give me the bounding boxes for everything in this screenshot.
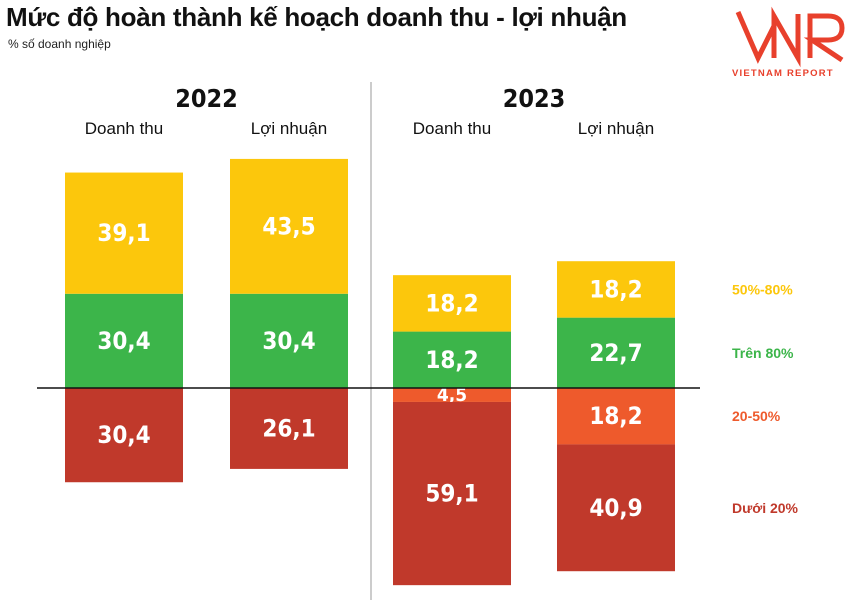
legend-item: 20-50% [732, 408, 781, 424]
svg-text:VIETNAM REPORT: VIETNAM REPORT [732, 68, 834, 79]
bar-segment [230, 388, 348, 469]
bar-segment [557, 388, 675, 445]
chart-subtitle: % số doanh nghiệp [8, 37, 111, 51]
bar-segment [230, 293, 348, 388]
bar-segment [393, 401, 511, 586]
bar-segment [393, 388, 511, 402]
bar-segment [65, 172, 183, 294]
category-label: Lợi nhuận [251, 119, 327, 138]
data-label: 30,4 [97, 421, 150, 449]
bar-segment [557, 444, 675, 572]
bar-segment [557, 261, 675, 318]
bar-segment [65, 388, 183, 483]
group-label: 2023 [503, 84, 566, 113]
legend-item: Dưới 20% [732, 500, 799, 516]
data-label: 22,7 [589, 339, 642, 367]
data-label: 18,2 [589, 402, 642, 430]
data-label: 39,1 [97, 219, 150, 247]
data-label: 18,2 [425, 289, 478, 317]
data-label: 30,4 [97, 327, 150, 355]
group-label: 2022 [175, 84, 238, 113]
chart-title: Mức độ hoàn thành kế hoạch doanh thu - l… [6, 2, 627, 32]
data-label: 18,2 [425, 346, 478, 374]
vietnam-report-logo: VIETNAM REPORT [732, 6, 845, 79]
legend-item: Trên 80% [732, 345, 794, 361]
data-label: 59,1 [425, 480, 478, 508]
data-label: 26,1 [262, 414, 315, 442]
category-label: Doanh thu [413, 119, 491, 138]
bar-segment [393, 331, 511, 388]
data-label: 43,5 [262, 212, 315, 240]
bar-segment [393, 275, 511, 332]
data-label: 18,2 [589, 275, 642, 303]
legend-item: 50%-80% [732, 281, 793, 297]
data-label: 30,4 [262, 327, 315, 355]
data-label: 4,5 [437, 384, 467, 406]
data-label: 40,9 [589, 494, 642, 522]
bar-segment [557, 317, 675, 388]
bar-segment [230, 158, 348, 294]
bar-segment [65, 293, 183, 388]
category-label: Doanh thu [85, 119, 163, 138]
category-label: Lợi nhuận [578, 119, 654, 138]
